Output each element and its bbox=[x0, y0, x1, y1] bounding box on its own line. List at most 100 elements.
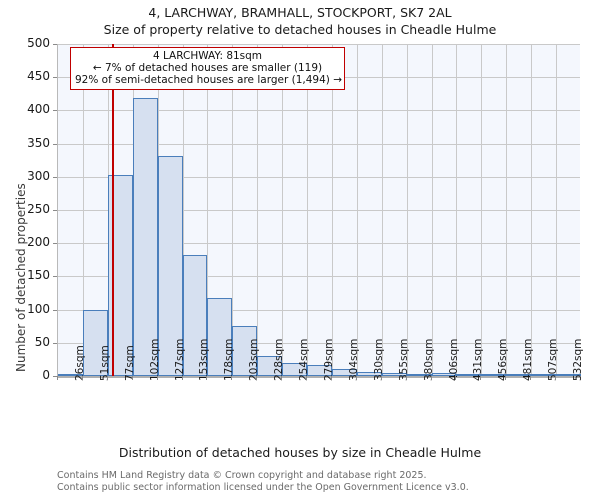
x-tick-label: 279sqm bbox=[323, 338, 335, 381]
x-tick-label: 304sqm bbox=[347, 338, 360, 381]
y-tick-label: 200 bbox=[27, 235, 50, 250]
x-tick-mark bbox=[281, 376, 283, 380]
gridline-vertical bbox=[432, 44, 433, 376]
gridline-horizontal bbox=[58, 176, 580, 178]
bars-container bbox=[58, 44, 581, 376]
x-tick-label: 178sqm bbox=[223, 338, 236, 381]
x-tick-label: 431sqm bbox=[472, 338, 485, 381]
gridline-vertical bbox=[357, 44, 358, 376]
x-tick-mark bbox=[430, 376, 432, 380]
x-tick-mark bbox=[131, 376, 133, 380]
chart-title-block: 4, LARCHWAY, BRAMHALL, STOCKPORT, SK7 2A… bbox=[0, 0, 600, 38]
x-tick-mark bbox=[181, 376, 183, 380]
x-tick-label: 26sqm bbox=[73, 345, 86, 381]
footer-attribution: Contains HM Land Registry data © Crown c… bbox=[57, 470, 597, 493]
gridline-vertical bbox=[382, 44, 383, 376]
y-tick-label: 450 bbox=[27, 69, 50, 84]
x-tick-mark bbox=[231, 376, 233, 380]
gridline-vertical bbox=[183, 44, 184, 376]
gridline-horizontal bbox=[58, 210, 580, 211]
y-tick-mark bbox=[53, 210, 57, 211]
bar bbox=[406, 374, 432, 376]
x-tick-label: 228sqm bbox=[273, 338, 286, 381]
x-tick-label: 507sqm bbox=[547, 338, 560, 381]
bar bbox=[157, 155, 183, 376]
gridline-vertical bbox=[257, 44, 258, 376]
y-tick-label: 50 bbox=[34, 334, 50, 349]
bar bbox=[556, 374, 581, 376]
y-tick-label: 400 bbox=[27, 102, 50, 117]
property-marker-line bbox=[111, 44, 114, 376]
x-tick-mark bbox=[306, 376, 308, 380]
x-tick-mark bbox=[505, 376, 507, 380]
x-tick-mark bbox=[81, 376, 83, 380]
bar bbox=[381, 372, 407, 376]
x-tick-label: 102sqm bbox=[148, 338, 161, 381]
gridline-horizontal bbox=[58, 309, 580, 311]
x-tick-label: 532sqm bbox=[572, 338, 585, 381]
bar bbox=[82, 309, 108, 376]
bar bbox=[356, 372, 382, 376]
x-tick-label: 456sqm bbox=[497, 338, 510, 381]
x-tick-mark bbox=[530, 376, 532, 380]
gridline-vertical bbox=[456, 44, 457, 376]
x-tick-mark bbox=[455, 376, 457, 380]
y-tick-label: 0 bbox=[42, 368, 50, 382]
gridline-horizontal bbox=[58, 110, 580, 112]
gridline-vertical bbox=[83, 44, 84, 376]
gridline-vertical bbox=[506, 44, 507, 376]
x-tick-mark bbox=[256, 376, 258, 380]
y-tick-mark bbox=[53, 143, 57, 145]
footer-line-1: Contains HM Land Registry data © Crown c… bbox=[57, 470, 427, 481]
page-title: 4, LARCHWAY, BRAMHALL, STOCKPORT, SK7 2A… bbox=[148, 5, 452, 20]
chart-subtitle: Size of property relative to detached ho… bbox=[103, 22, 497, 37]
x-tick-label: 380sqm bbox=[422, 338, 435, 381]
bar bbox=[431, 373, 457, 376]
x-axis-title: Distribution of detached houses by size … bbox=[118, 445, 482, 460]
gridline-horizontal bbox=[58, 143, 580, 145]
gridline-horizontal bbox=[58, 276, 580, 278]
bar bbox=[182, 255, 208, 376]
x-tick-mark bbox=[106, 376, 108, 380]
bar bbox=[132, 98, 158, 376]
gridline-horizontal bbox=[58, 243, 580, 245]
bar bbox=[282, 363, 308, 376]
y-tick-mark bbox=[53, 110, 57, 112]
bar bbox=[307, 364, 332, 376]
gridline-vertical bbox=[232, 44, 233, 376]
y-tick-label: 300 bbox=[27, 168, 50, 183]
x-tick-mark bbox=[405, 376, 407, 380]
x-tick-label: 51sqm bbox=[98, 345, 111, 381]
x-tick-mark bbox=[206, 376, 208, 380]
x-tick-label: 153sqm bbox=[198, 338, 211, 381]
x-tick-label: 203sqm bbox=[248, 338, 261, 381]
gridline-horizontal bbox=[58, 44, 580, 45]
bar bbox=[331, 369, 357, 376]
annotation-larger: 92% of semi-detached houses are larger (… bbox=[75, 74, 343, 86]
annotation-title: 4 LARCHWAY: 81sqm bbox=[152, 50, 263, 62]
x-tick-label: 355sqm bbox=[397, 338, 410, 381]
gridline-vertical bbox=[481, 44, 482, 376]
y-tick-label: 100 bbox=[27, 301, 50, 316]
bar bbox=[257, 356, 283, 376]
y-tick-mark bbox=[53, 176, 57, 178]
y-tick-mark bbox=[53, 243, 57, 245]
y-tick-label: 250 bbox=[27, 202, 50, 216]
footer-line-2: Contains public sector information licen… bbox=[57, 481, 469, 493]
y-tick-label: 150 bbox=[27, 268, 50, 283]
x-tick-label: 127sqm bbox=[173, 338, 186, 381]
x-tick-label: 254sqm bbox=[298, 338, 311, 381]
bar bbox=[58, 374, 83, 376]
y-tick-mark bbox=[53, 276, 57, 278]
gridline-vertical bbox=[531, 44, 532, 376]
x-tick-label: 77sqm bbox=[123, 345, 136, 381]
x-axis-line bbox=[57, 376, 580, 378]
annotation-smaller: ← 7% of detached houses are smaller (119… bbox=[92, 62, 323, 74]
x-tick-mark bbox=[380, 376, 382, 380]
x-tick-mark bbox=[355, 376, 357, 380]
y-tick-mark bbox=[53, 376, 57, 377]
x-tick-mark bbox=[57, 376, 58, 380]
bar bbox=[531, 374, 557, 376]
property-annotation-box: 4 LARCHWAY: 81sqm ← 7% of detached house… bbox=[70, 47, 345, 90]
bar bbox=[481, 374, 507, 376]
